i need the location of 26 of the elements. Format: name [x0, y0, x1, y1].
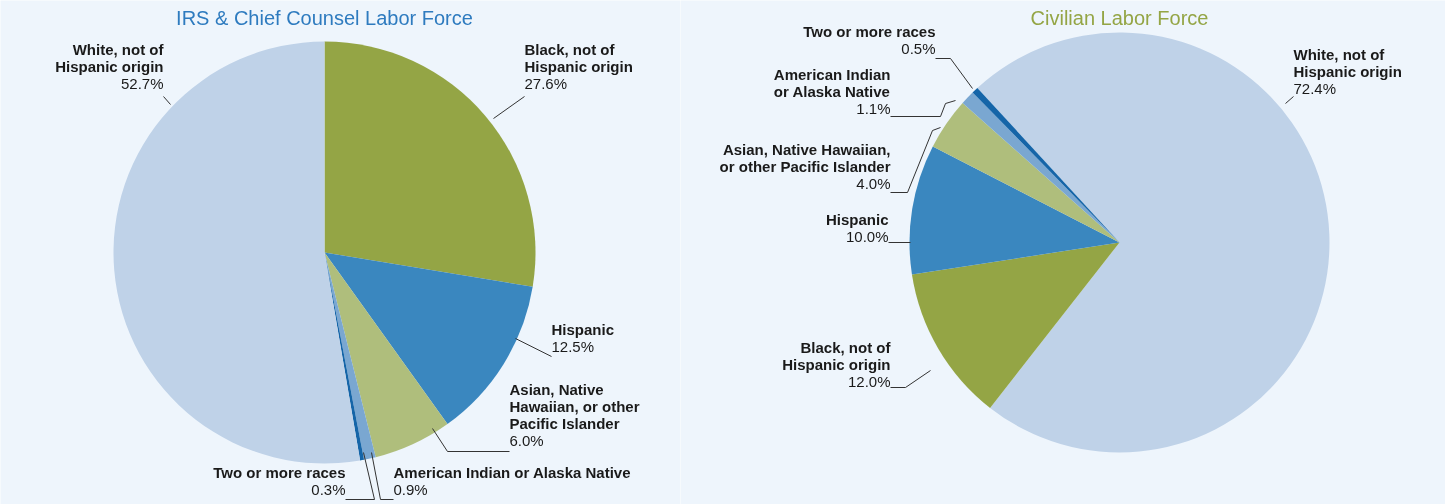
data-label: 72.4% — [1293, 79, 1337, 97]
slice-label: Two or more races — [213, 463, 346, 481]
data-label: 0.9% — [393, 480, 428, 498]
data-label: 1.1% — [856, 99, 891, 117]
data-label: 12.0% — [847, 372, 891, 390]
slice-label: Asian, Native Hawaiian, or other Pacific Islander — [719, 140, 891, 175]
slice-label: American Indian or Alaska Native — [393, 463, 631, 481]
data-label: 0.3% — [311, 480, 346, 498]
data-label: 52.7% — [120, 74, 164, 92]
data-label: 27.6% — [524, 74, 568, 92]
data-label: 10.0% — [845, 227, 889, 245]
slice-label: Hispanic — [825, 210, 889, 228]
data-label: 4.0% — [856, 174, 891, 192]
slice-label: Black, not of Hispanic origin — [524, 40, 633, 75]
slice-label: Hispanic — [551, 320, 615, 338]
data-label: 6.0% — [509, 431, 544, 449]
slice-label: White, not of Hispanic origin — [55, 40, 165, 75]
chart-title: Civilian Labor Force — [1030, 6, 1209, 29]
slice-label: Two or more races — [803, 22, 936, 40]
slice-label: White, not of Hispanic origin — [1293, 45, 1402, 80]
slice-label: Black, not of Hispanic origin — [782, 338, 892, 373]
data-label: 0.5% — [901, 39, 936, 57]
chart-title: IRS & Chief Counsel Labor Force — [176, 6, 473, 29]
slice-label: Asian, Native Hawaiian, or other Pacific Islander — [509, 380, 640, 432]
slice-label: American Indian or Alaska Native — [773, 65, 891, 100]
data-label: 12.5% — [551, 337, 595, 355]
